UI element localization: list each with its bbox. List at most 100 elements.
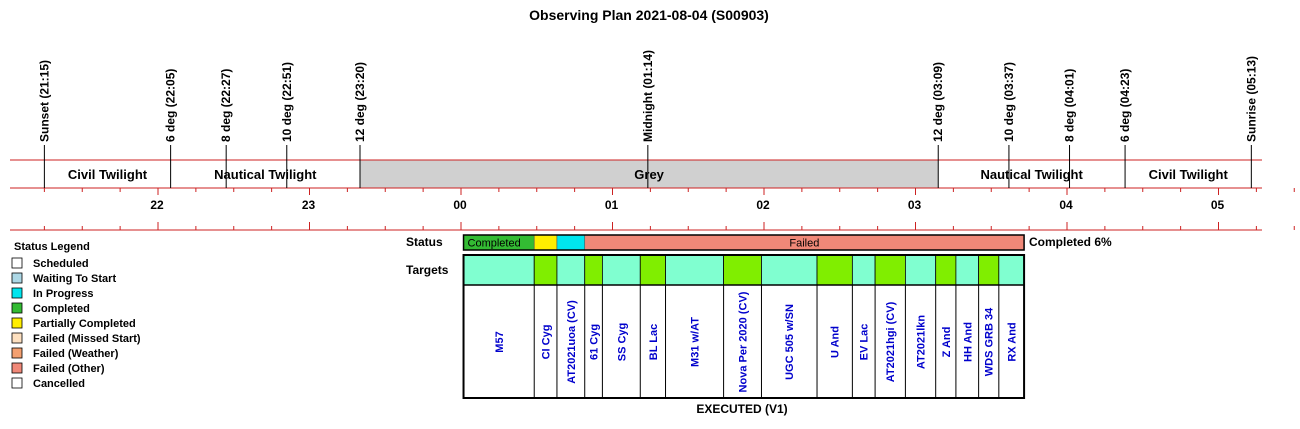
target-name-3: 61 Cyg (589, 324, 601, 360)
hour-label-4: 02 (756, 198, 770, 212)
hour-label-3: 01 (605, 198, 619, 212)
event-label-6: 12 deg (03:09) (931, 62, 945, 142)
executed-label: EXECUTED (V1) (696, 402, 787, 416)
target-name-8: UGC 505 w/SN (784, 304, 796, 380)
legend-title: Status Legend (14, 241, 90, 253)
target-name-10: EV Lac (859, 324, 871, 361)
target-cell-7 (723, 254, 762, 286)
legend-swatch-7 (11, 362, 23, 374)
target-name-4: SS Cyg (616, 323, 628, 362)
target-cell-9 (816, 254, 853, 286)
legend-swatch-6 (11, 347, 23, 359)
event-markers: Sunset (21:15) 6 deg (22:05) 8 deg (22:27)… (37, 50, 1258, 188)
period-label-1: Nautical Twilight (214, 167, 317, 182)
target-cell-11 (874, 254, 906, 286)
legend-label-8: Cancelled (33, 378, 85, 390)
legend-swatch-3 (11, 302, 23, 314)
target-name-0: M57 (494, 331, 506, 352)
status-segment-2 (556, 234, 586, 251)
targets-row-label: Targets (406, 263, 449, 277)
event-label-1: 6 deg (22:05) (164, 69, 178, 142)
status-legend: Status Legend Scheduled Waiting To Start In… (11, 241, 141, 390)
target-cell-2 (556, 254, 586, 286)
completed-percent: Completed 6% (1029, 235, 1112, 249)
period-label-2: Grey (634, 167, 664, 182)
target-name-11: AT2021hgi (CV) (885, 301, 897, 382)
target-name-15: WDS GRB 34 (984, 307, 996, 376)
target-cell-4 (601, 254, 641, 286)
event-label-7: 10 deg (03:37) (1002, 62, 1016, 142)
event-label-8: 8 deg (04:01) (1063, 69, 1077, 142)
target-name-6: M31 w/AT (690, 317, 702, 367)
legend-label-3: Completed (33, 303, 90, 315)
legend-swatch-8 (11, 377, 23, 389)
period-label-4: Civil Twilight (1149, 167, 1229, 182)
chart-title: Observing Plan 2021-08-04 (S00903) (529, 7, 769, 23)
legend-label-5: Failed (Missed Start) (33, 333, 141, 345)
axis-rules (10, 159, 1262, 231)
target-name-7: Nova Per 2020 (CV) (738, 291, 750, 392)
event-label-5: Midnight (01:14) (641, 50, 655, 142)
target-cell-3 (584, 254, 603, 286)
target-name-13: Z And (941, 327, 953, 358)
target-name-1: CI Cyg (541, 325, 553, 360)
status-segment-label-0: Completed (468, 238, 521, 250)
status-bar: Completed Failed (462, 234, 1025, 251)
target-cell-16 (998, 254, 1025, 286)
hour-label-0: 22 (150, 198, 164, 212)
target-name-12: AT2021lkn (916, 315, 928, 369)
legend-swatch-4 (11, 317, 23, 329)
hour-axis: 22 23 00 01 02 03 04 05 (43, 188, 1295, 230)
event-label-3: 10 deg (22:51) (280, 62, 294, 142)
target-cell-15 (978, 254, 1000, 286)
period-band-3 (938, 160, 1126, 188)
period-band-4 (1125, 160, 1252, 188)
legend-label-1: Waiting To Start (33, 273, 116, 285)
legend-swatch-1 (11, 272, 23, 284)
target-name-9: U And (830, 326, 842, 358)
target-cell-12 (904, 254, 937, 286)
period-label-0: Civil Twilight (68, 167, 148, 182)
hour-label-7: 05 (1211, 198, 1225, 212)
period-band-0 (44, 160, 171, 188)
target-cell-10 (851, 254, 876, 286)
target-name-14: HH And (962, 322, 974, 362)
event-label-9: 6 deg (04:23) (1118, 69, 1132, 142)
hour-label-6: 04 (1059, 198, 1073, 212)
period-bands: Civil Twilight Nautical Twilight Grey Nauti… (44, 160, 1252, 188)
legend-label-6: Failed (Weather) (33, 348, 119, 360)
target-cell-1 (533, 254, 558, 286)
legend-label-2: In Progress (33, 288, 94, 300)
hour-label-1: 23 (302, 198, 316, 212)
target-cell-6 (665, 254, 724, 286)
hour-label-5: 03 (908, 198, 922, 212)
legend-swatch-5 (11, 332, 23, 344)
event-label-4: 12 deg (23:20) (353, 62, 367, 142)
legend-label-7: Failed (Other) (33, 363, 105, 375)
target-cell-0 (463, 254, 535, 286)
legend-label-0: Scheduled (33, 258, 89, 270)
target-name-2: AT2021uoa (CV) (566, 300, 578, 384)
event-label-10: Sunrise (05:13) (1244, 56, 1258, 142)
period-label-3: Nautical Twilight (980, 167, 1083, 182)
period-band-1 (170, 160, 360, 188)
target-cell-8 (761, 254, 818, 286)
hour-label-2: 00 (453, 198, 467, 212)
legend-swatch-2 (11, 287, 23, 299)
target-cell-14 (955, 254, 980, 286)
status-row-label: Status (406, 235, 443, 249)
event-label-0: Sunset (21:15) (37, 60, 51, 142)
period-band-2 (359, 160, 939, 188)
target-name-16: RX And (1006, 322, 1018, 361)
status-segment-label-3: Failed (789, 238, 819, 250)
legend-label-4: Partially Completed (33, 318, 136, 330)
target-cell-13 (935, 254, 957, 286)
target-name-5: BL Lac (648, 324, 660, 360)
target-cell-5 (639, 254, 666, 286)
legend-swatch-0 (11, 257, 23, 269)
targets-block: M57 CI Cyg AT2021uoa (CV) 61 Cyg SS Cyg BL La… (462, 254, 1026, 399)
event-label-2: 8 deg (22:27) (219, 69, 233, 142)
status-bar-frame (462, 234, 1025, 251)
status-segment-1 (533, 234, 558, 251)
